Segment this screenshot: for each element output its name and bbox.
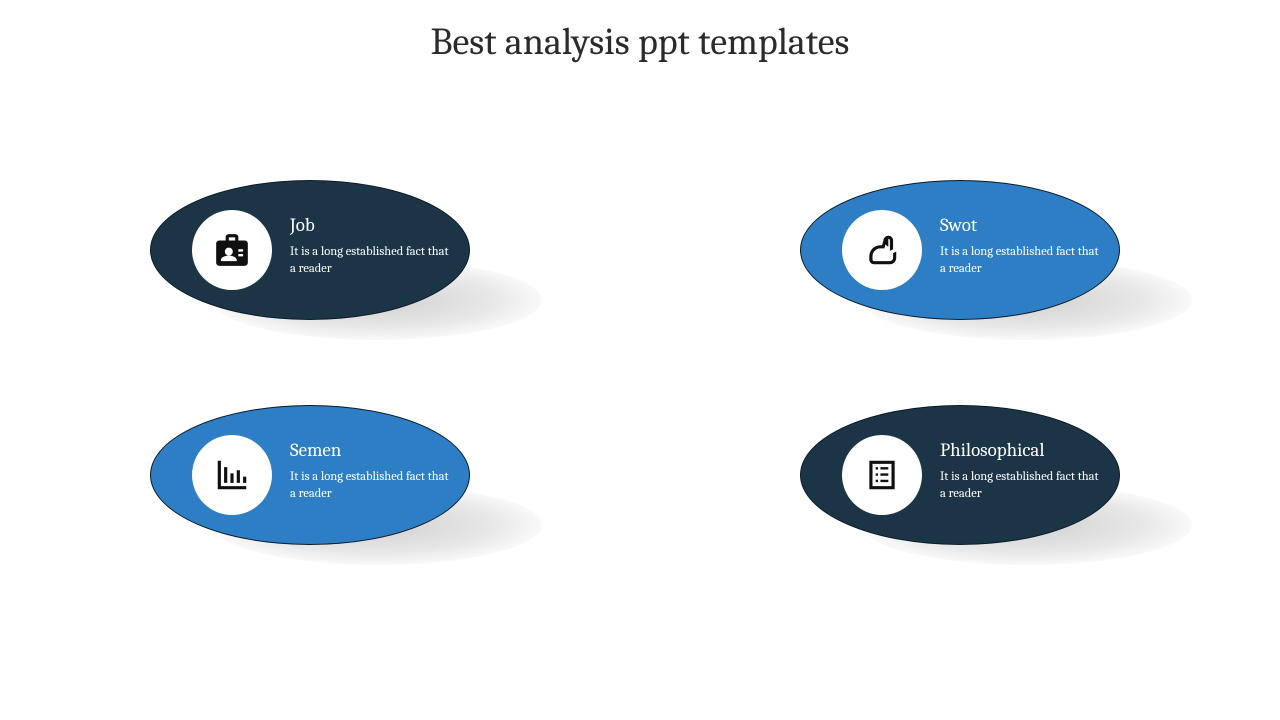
page-title: Best analysis ppt templates: [0, 0, 1280, 64]
icon-circle: [842, 435, 922, 515]
pill-text: Philosophical It is a long established f…: [940, 439, 1100, 503]
list-doc-icon: [863, 456, 901, 494]
pill-job: Job It is a long established fact that a…: [150, 180, 510, 330]
pill-desc: It is a long established fact that a rea…: [940, 244, 1100, 278]
pill-title: Swot: [940, 214, 1100, 236]
icon-circle: [192, 435, 272, 515]
bar-chart-icon: [213, 456, 251, 494]
icon-circle: [192, 210, 272, 290]
pill-text: Semen It is a long established fact that…: [290, 439, 450, 503]
pill-desc: It is a long established fact that a rea…: [290, 469, 450, 503]
pill-desc: It is a long established fact that a rea…: [940, 469, 1100, 503]
pill-desc: It is a long established fact that a rea…: [290, 244, 450, 278]
pill-title: Semen: [290, 439, 450, 461]
pill-text: Swot It is a long established fact that …: [940, 214, 1100, 278]
muscle-icon: [863, 231, 901, 269]
pill-title: Philosophical: [940, 439, 1100, 461]
icon-circle: [842, 210, 922, 290]
pill-title: Job: [290, 214, 450, 236]
pill-semen: Semen It is a long established fact that…: [150, 405, 510, 555]
pill-text: Job It is a long established fact that a…: [290, 214, 450, 278]
pill-grid: Job It is a long established fact that a…: [0, 180, 1280, 680]
id-badge-icon: [213, 231, 251, 269]
pill-philosophical: Philosophical It is a long established f…: [800, 405, 1160, 555]
pill-swot: Swot It is a long established fact that …: [800, 180, 1160, 330]
